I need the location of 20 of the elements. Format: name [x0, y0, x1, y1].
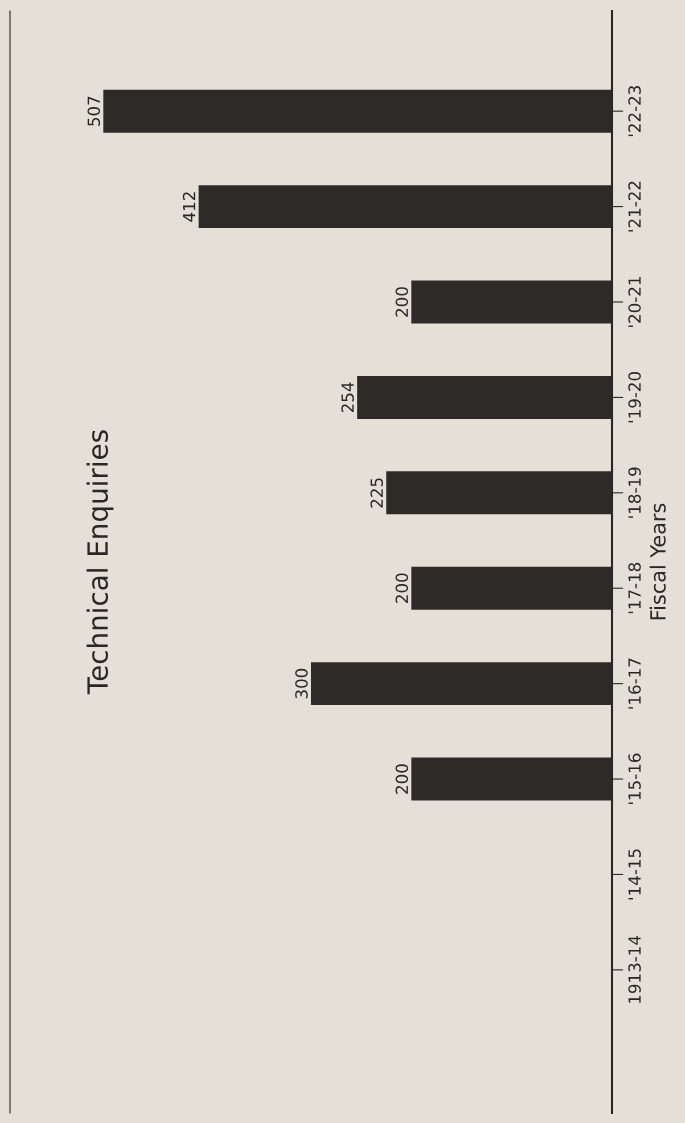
y-axis-title: Fiscal Years	[649, 503, 666, 620]
data-label: 300	[295, 668, 308, 699]
data-label: 200	[395, 287, 409, 317]
data-label: 254	[341, 382, 354, 413]
y-tick-label: 1913-14	[628, 936, 641, 1003]
data-label: 225	[370, 478, 384, 508]
y-tick-label: '20-21	[628, 277, 641, 327]
y-tick-label: '22-23	[628, 86, 641, 137]
data-label: 200	[395, 573, 409, 603]
y-tick-label: '15-16	[628, 753, 641, 804]
y-tick-label: '21-22	[628, 181, 641, 232]
y-tick-label: '14-15	[628, 849, 641, 900]
y-tick-label: '19-20	[628, 372, 641, 423]
data-label: 412	[182, 192, 196, 222]
y-tick-label: '16-17	[628, 658, 641, 709]
text: Technical Enquiries	[86, 430, 114, 695]
data-label: 200	[395, 764, 409, 794]
data-label: 507	[87, 96, 101, 126]
y-tick-label: '17-18	[628, 562, 641, 614]
y-tick-label: '18-19	[628, 467, 641, 518]
